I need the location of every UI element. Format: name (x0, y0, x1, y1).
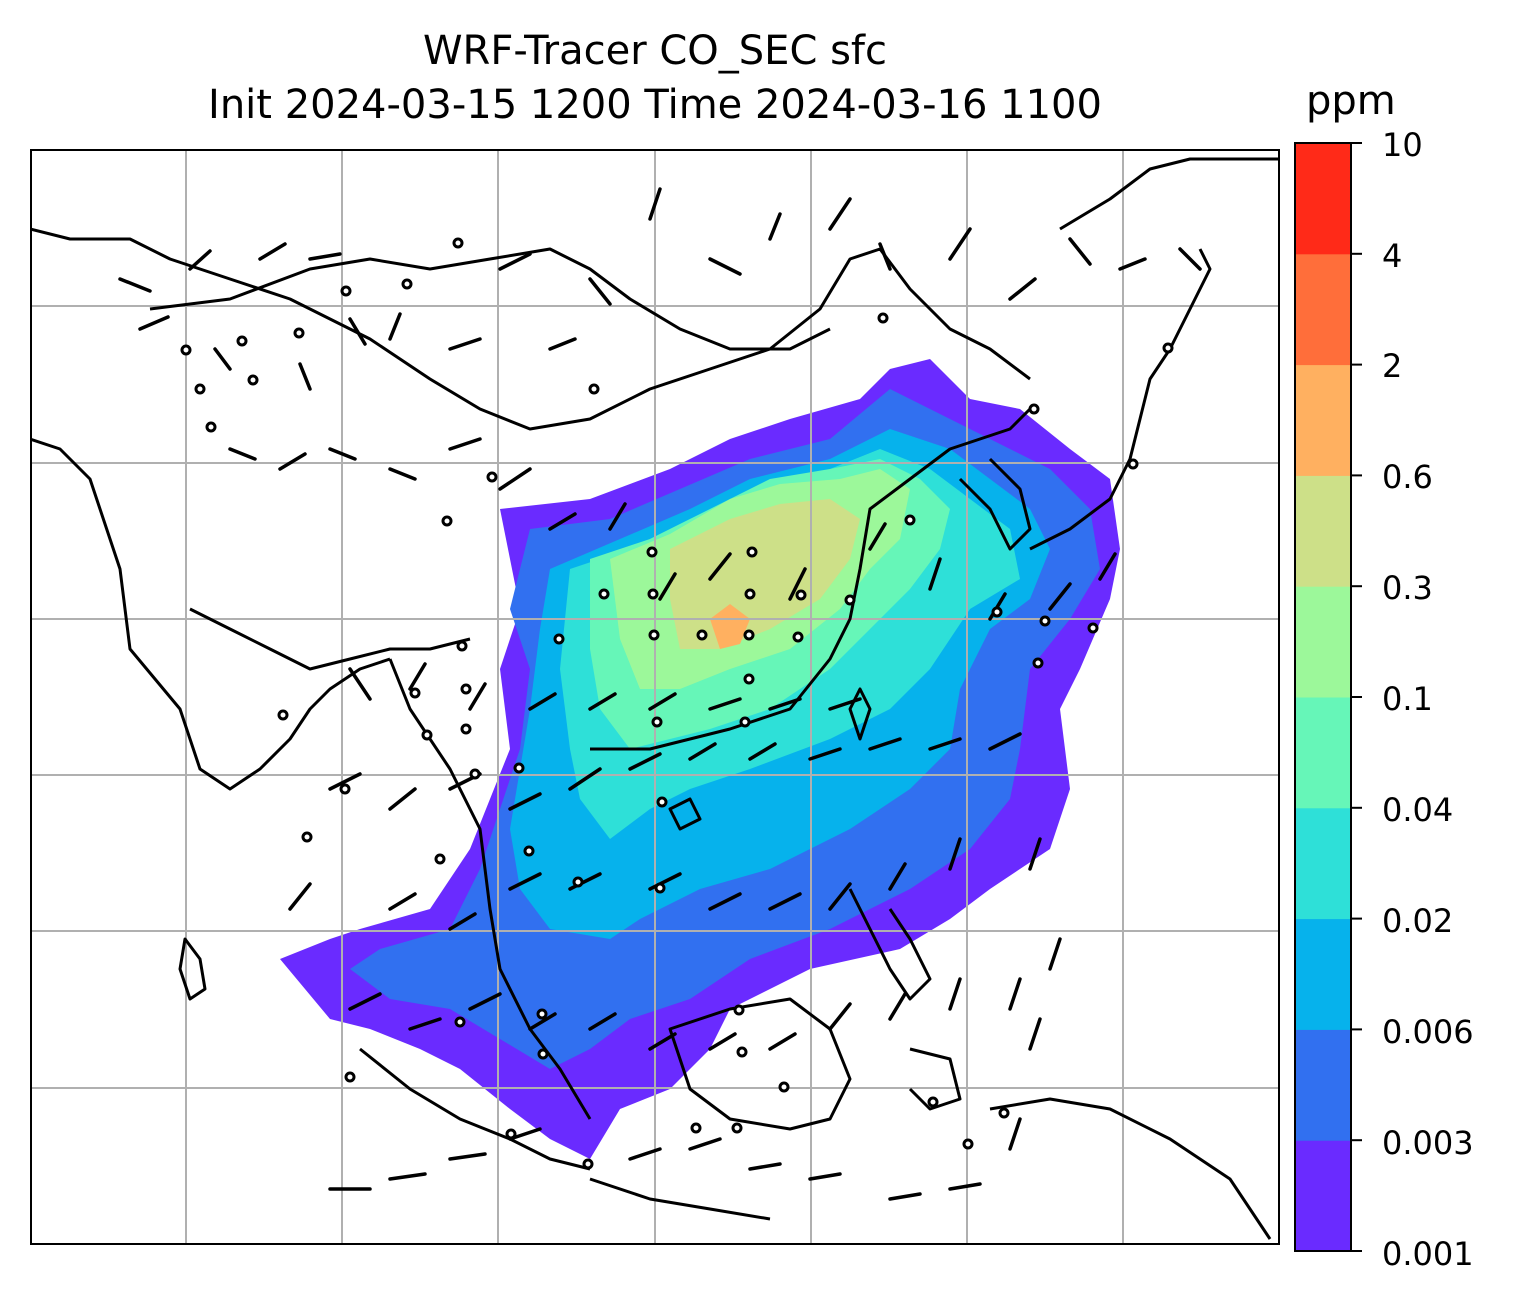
colorbar-tick-label: 0.001 (1382, 1235, 1474, 1273)
colorbar-swatch (1295, 918, 1351, 1030)
border-himalaya (189, 607, 471, 671)
colorbar-tick-label: 4 (1382, 237, 1403, 275)
coastline-sri-lanka (178, 937, 207, 1001)
colorbar-tick-label: 2 (1382, 347, 1403, 385)
colorbar-tick-label: 0.04 (1382, 791, 1454, 829)
coastline-borneo (668, 997, 852, 1131)
colorbar-swatch (1295, 364, 1351, 476)
border-mongolia (149, 247, 831, 351)
colorbar-tick-label: 0.003 (1382, 1124, 1474, 1162)
calm-wind-circles (180, 237, 1174, 1170)
coastline-russia-east (1059, 157, 1280, 231)
colorbar-swatch (1295, 807, 1351, 920)
shade-03 (670, 499, 860, 649)
coastline-indochina (388, 658, 592, 1120)
coastline-sumatra (359, 1047, 591, 1171)
colorbar-tick-label: 0.6 (1382, 458, 1433, 496)
border-north (30, 227, 1031, 431)
shade-06 (710, 604, 750, 649)
colorbar-ticks (1351, 142, 1362, 1252)
colorbar-unit: ppm (1306, 78, 1396, 124)
colorbar-swatch (1295, 143, 1351, 255)
wind-barbs (118, 187, 1202, 1201)
map-panel (30, 149, 1280, 1245)
colorbar-swatch (1295, 1140, 1351, 1252)
coastline-java (589, 1177, 771, 1221)
coastline-korea (958, 457, 1032, 551)
colorbar-swatch (1295, 253, 1351, 366)
coastline-hainan (668, 797, 702, 831)
colorbar-tick-label: 0.3 (1382, 569, 1433, 607)
colorbar-swatch (1295, 586, 1351, 698)
map-title-line-1: WRF-Tracer CO_SEC sfc (422, 28, 888, 74)
colorbar-swatches (1295, 143, 1351, 1252)
coastline-new-guinea (989, 1097, 1272, 1240)
map-gridlines (30, 149, 1280, 1245)
coastline-japan (1029, 248, 1212, 551)
colorbar-tick-label: 10 (1382, 126, 1423, 164)
coastline-taiwan (848, 687, 872, 741)
colorbar (1294, 142, 1362, 1252)
coastline-china (590, 407, 1032, 751)
colorbar-tick-label: 0.02 (1382, 902, 1454, 940)
colorbar-swatch (1295, 697, 1351, 809)
coastline-sulawesi (908, 1047, 962, 1111)
colorbar-tick-label: 0.1 (1382, 680, 1433, 718)
coastlines-and-borders (30, 157, 1280, 1240)
colorbar-swatch (1295, 475, 1351, 587)
coastline-philippines (848, 888, 932, 1001)
colorbar-swatch (1295, 1029, 1351, 1141)
map-title-line-2: Init 2024-03-15 1200 Time 2024-03-16 110… (208, 82, 1102, 128)
colorbar-tick-label: 0.006 (1382, 1013, 1474, 1051)
coastline-india (30, 437, 391, 791)
